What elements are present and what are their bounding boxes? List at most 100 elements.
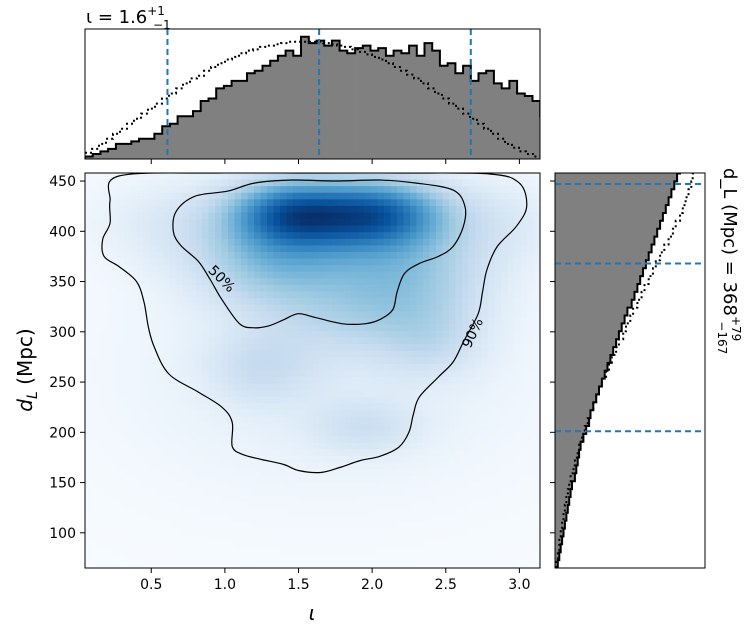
heatmap-cell [377, 462, 385, 470]
heatmap-cell [319, 423, 327, 431]
heatmap-cell [468, 436, 476, 444]
heatmap-cell [358, 423, 366, 431]
heatmap-cell [91, 199, 99, 207]
top-hist-bar [277, 55, 286, 159]
heatmap-cell [338, 383, 346, 391]
heatmap-cell [299, 554, 307, 563]
heatmap-cell [507, 416, 515, 424]
heatmap-cell [338, 561, 346, 568]
heatmap-cell [202, 548, 210, 556]
heatmap-cell [273, 291, 281, 299]
heatmap-cell [98, 541, 106, 549]
heatmap-cell [117, 311, 125, 319]
heatmap-cell [520, 337, 528, 345]
heatmap-cell [423, 271, 431, 279]
heatmap-cell [403, 482, 411, 490]
heatmap-cell [247, 410, 255, 418]
heatmap-cell [501, 232, 509, 240]
heatmap-cell [384, 495, 392, 503]
heatmap-cell [306, 192, 314, 200]
heatmap-cell [527, 186, 535, 194]
heatmap-cell [98, 212, 106, 220]
heatmap-cell [442, 331, 450, 339]
heatmap-cell [442, 370, 450, 378]
heatmap-cell [254, 265, 262, 273]
heatmap-cell [488, 232, 496, 240]
heatmap-cell [351, 410, 359, 418]
heatmap-cell [481, 561, 489, 568]
heatmap-cell [403, 396, 411, 405]
heatmap-cell [247, 561, 255, 568]
heatmap-cell [436, 291, 444, 299]
heatmap-cell [325, 502, 333, 510]
heatmap-cell [436, 535, 444, 543]
heatmap-cell [260, 377, 268, 385]
heatmap-cell [501, 225, 509, 233]
heatmap-cell [293, 238, 301, 247]
heatmap-cell [156, 337, 164, 345]
heatmap-cell [488, 252, 496, 260]
heatmap-cell [507, 535, 515, 543]
heatmap-cell [111, 508, 119, 516]
heatmap-cell [332, 245, 340, 253]
heatmap-cell [150, 357, 158, 365]
heatmap-cell [234, 350, 242, 358]
heatmap-cell [273, 311, 281, 319]
heatmap-cell [481, 258, 489, 266]
heatmap-cell [514, 199, 522, 207]
heatmap-cell [429, 258, 437, 266]
heatmap-cell [254, 423, 262, 431]
heatmap-cell [234, 535, 242, 543]
heatmap-cell [241, 192, 249, 200]
heatmap-cell [163, 390, 171, 398]
top-hist-bar [254, 70, 263, 159]
heatmap-cell [150, 416, 158, 424]
heatmap-cell [533, 383, 540, 391]
heatmap-cell [169, 344, 177, 352]
heatmap-cell [462, 403, 470, 411]
heatmap-cell [189, 436, 197, 444]
heatmap-cell [221, 304, 229, 312]
heatmap-cell [306, 502, 314, 510]
heatmap-cell [436, 238, 444, 247]
heatmap-cell [442, 265, 450, 273]
heatmap-cell [299, 199, 307, 207]
heatmap-cell [241, 363, 249, 372]
heatmap-cell [273, 502, 281, 510]
heatmap-cell [189, 337, 197, 345]
heatmap-cell [215, 403, 223, 411]
heatmap-cell [273, 324, 281, 332]
heatmap-cell [501, 350, 509, 358]
heatmap-cell [267, 535, 275, 543]
heatmap-cell [104, 456, 112, 464]
heatmap-cell [436, 508, 444, 516]
heatmap-cell [403, 489, 411, 497]
heatmap-cell [325, 541, 333, 549]
heatmap-cell [189, 284, 197, 293]
heatmap-cell [416, 271, 424, 279]
heatmap-cell [150, 252, 158, 260]
heatmap-cell [416, 554, 424, 563]
heatmap-cell [436, 311, 444, 319]
heatmap-cell [358, 561, 366, 568]
heatmap-cell [442, 423, 450, 431]
heatmap-cell [468, 186, 476, 194]
heatmap-cell [195, 205, 203, 214]
heatmap-cell [221, 317, 229, 326]
heatmap-cell [319, 199, 327, 207]
heatmap-cell [397, 284, 405, 293]
heatmap-cell [293, 429, 301, 437]
heatmap-cell [111, 357, 119, 365]
heatmap-cell [247, 225, 255, 233]
heatmap-cell [403, 410, 411, 418]
heatmap-cell [215, 548, 223, 556]
heatmap-cell [488, 482, 496, 490]
heatmap-cell [371, 238, 379, 247]
heatmap-cell [150, 508, 158, 516]
heatmap-cell [319, 258, 327, 266]
heatmap-cell [501, 554, 509, 563]
heatmap-cell [312, 173, 320, 181]
heatmap-cell [208, 370, 216, 378]
heatmap-cell [377, 357, 385, 365]
heatmap-cell [462, 271, 470, 279]
